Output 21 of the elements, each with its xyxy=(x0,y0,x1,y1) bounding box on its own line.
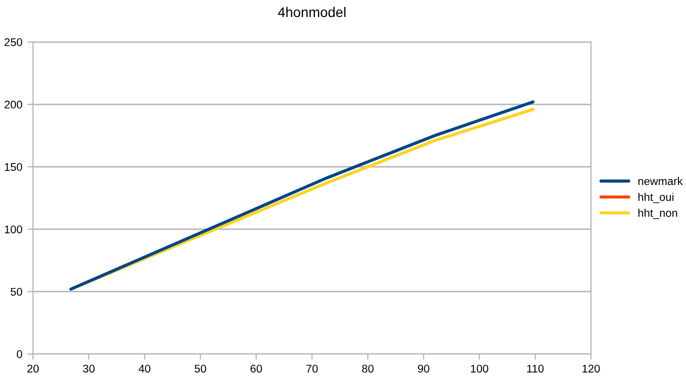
legend-label: hht_non xyxy=(638,208,678,219)
x-tick-label: 20 xyxy=(27,364,39,373)
y-tick-label: 100 xyxy=(4,225,22,234)
x-tick-label: 50 xyxy=(194,364,206,373)
chart-title: 4honmodel xyxy=(278,6,346,18)
legend-label: hht_oui xyxy=(638,192,674,204)
y-tick-label: 200 xyxy=(4,100,22,109)
x-tick-label: 100 xyxy=(470,364,488,373)
legend-label: newmark xyxy=(638,176,683,186)
x-tick-label: 60 xyxy=(250,364,262,373)
x-tick-label: 90 xyxy=(418,364,430,373)
x-tick-label: 80 xyxy=(362,364,374,373)
y-tick-label: 150 xyxy=(4,163,22,171)
x-tick-label: 30 xyxy=(83,364,95,373)
x-tick-label: 70 xyxy=(306,364,318,373)
x-tick-label: 40 xyxy=(138,364,150,373)
y-tick-label: 0 xyxy=(16,350,22,358)
x-tick-label: 110 xyxy=(527,364,544,373)
x-tick-label: 120 xyxy=(582,364,600,373)
y-tick-label: 250 xyxy=(4,38,22,46)
y-tick-label: 50 xyxy=(10,288,22,296)
